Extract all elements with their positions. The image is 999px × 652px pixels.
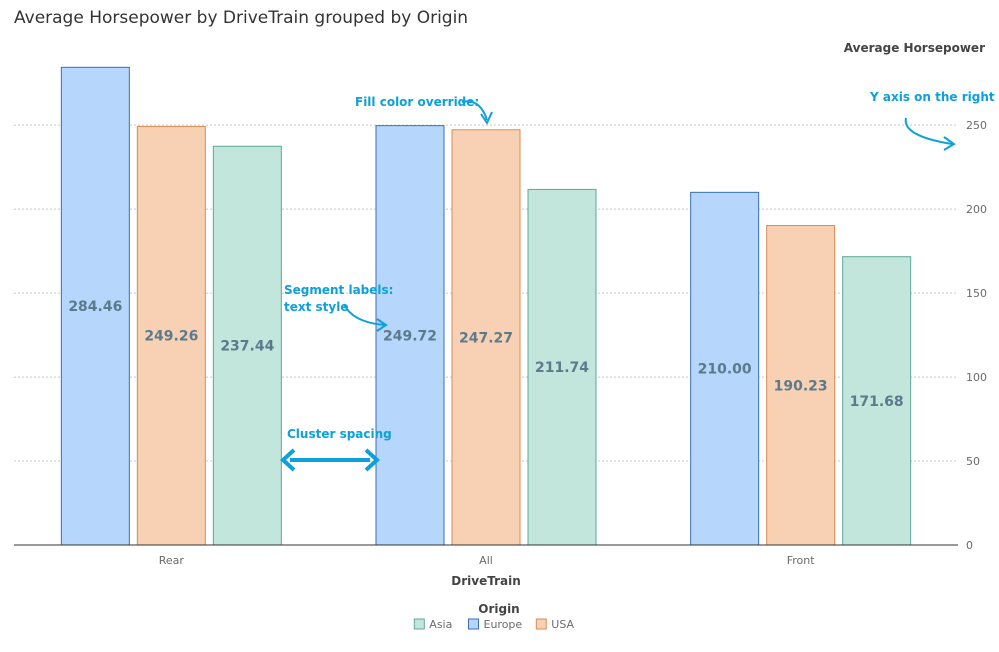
- legend-title: Origin: [478, 602, 519, 616]
- annotation-fill-color: Fill color override:: [355, 95, 479, 109]
- data-label: 211.74: [535, 360, 589, 376]
- legend-label-usa: USA: [551, 618, 574, 631]
- data-label: 284.46: [68, 299, 122, 315]
- annotation-y-axis-right: Y axis on the right: [869, 90, 995, 104]
- legend-swatch-asia: [413, 618, 425, 630]
- legend-label-europe: Europe: [484, 618, 523, 631]
- annotations: Fill color override: Y axis on the right…: [280, 90, 995, 472]
- annotation-y-axis-arrowhead: [943, 136, 956, 151]
- bar-asia-front: [842, 256, 912, 546]
- y-tick-label: 100: [966, 371, 987, 384]
- y-axis-title: Average Horsepower: [844, 41, 985, 55]
- y-tick-label: 250: [966, 119, 987, 132]
- x-tick-label: Front: [787, 554, 816, 567]
- bars: [60, 66, 912, 546]
- annotation-segment-arrow: [343, 303, 385, 326]
- legend-swatch-europe: [468, 618, 479, 630]
- x-tick-label: All: [479, 554, 493, 567]
- bar-usa-front: [766, 225, 836, 546]
- data-label: 249.26: [144, 329, 198, 345]
- y-tick-label: 50: [966, 455, 980, 468]
- y-tick-label: 0: [966, 539, 973, 552]
- bar-europe-all: [375, 125, 445, 546]
- data-label: 190.23: [774, 378, 828, 394]
- data-label: 249.72: [383, 328, 437, 344]
- bar-europe-rear: [60, 66, 130, 546]
- axes: Average Horsepower DriveTrain 0 50 100 150 2…: [14, 41, 987, 588]
- bar-asia-rear: [212, 145, 282, 546]
- annotation-text-style: text style: [284, 300, 348, 314]
- annotation-cluster-arrowhead-left: [280, 448, 296, 472]
- y-tick-label: 200: [966, 203, 987, 216]
- bar-asia-all: [527, 188, 597, 546]
- y-tick-label: 150: [966, 287, 987, 300]
- data-label: 247.27: [459, 330, 513, 346]
- legend-swatch-usa: [535, 618, 547, 630]
- legend-label-asia: Asia: [429, 618, 452, 631]
- x-tick-label: Rear: [159, 554, 185, 567]
- bar-europe-front: [690, 191, 760, 546]
- data-label: 171.68: [850, 394, 904, 410]
- chart-title: Average Horsepower by DriveTrain grouped…: [14, 8, 469, 28]
- data-label: 210.00: [698, 362, 752, 378]
- x-axis-title: DriveTrain: [451, 574, 521, 588]
- annotation-segment-labels: Segment labels:: [284, 283, 393, 297]
- annotation-y-axis-arrow: [904, 117, 953, 145]
- legend: Origin Asia Europe USA: [413, 602, 575, 631]
- annotation-fill-arrow: [461, 100, 488, 121]
- annotation-segment-arrowhead: [376, 318, 388, 332]
- annotation-cluster-arrowhead-right: [364, 448, 380, 472]
- annotation-cluster-spacing: Cluster spacing: [287, 427, 392, 441]
- data-labels: 284.46 249.26 237.44 249.72 247.27 211.74 210.…: [68, 299, 903, 410]
- bar-usa-all: [451, 129, 521, 546]
- annotation-fill-arrowhead: [480, 111, 493, 126]
- data-label: 237.44: [220, 339, 274, 355]
